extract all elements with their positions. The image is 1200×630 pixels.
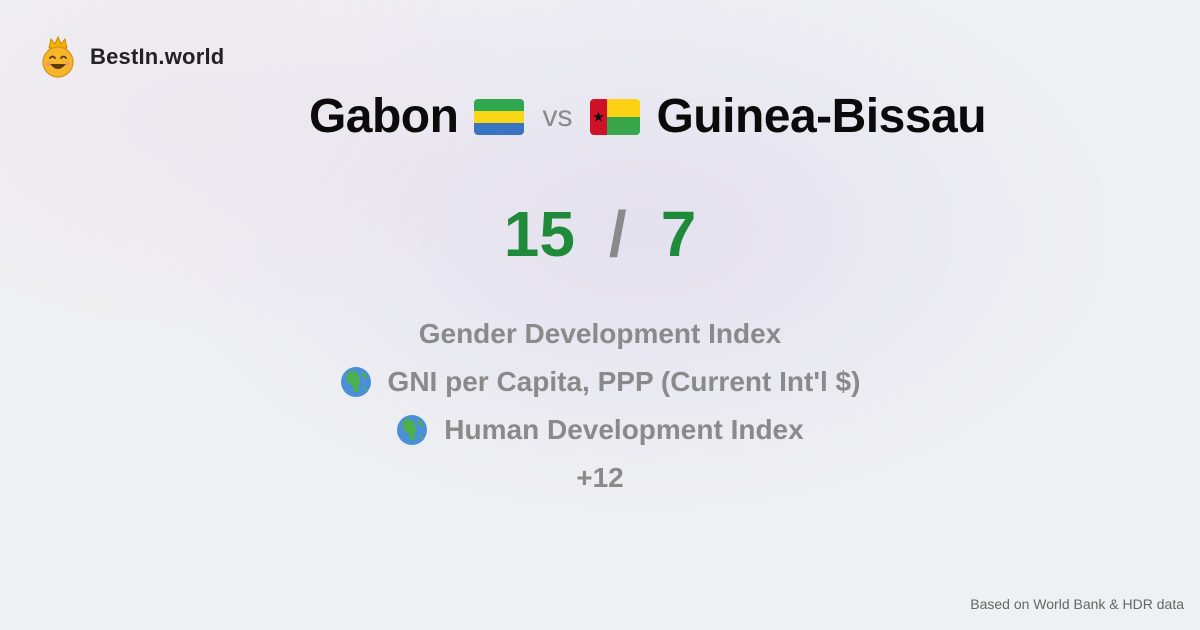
score-row: 15 / 7 [0,196,1200,272]
right-score: 7 [660,198,697,270]
metric-label: Human Development Index [444,414,804,445]
vs-label: vs [542,100,573,133]
gabon-flag-icon [474,99,525,135]
right-country-name[interactable]: Guinea-Bissau [656,90,987,143]
more-metrics-count[interactable]: +12 [576,462,624,493]
brand-name: BestIn.world [90,44,225,69]
brand[interactable]: BestIn.world [40,36,224,78]
metric-label: Gender Development Index [418,318,782,349]
data-source-note: Based on World Bank & HDR data [970,596,1184,612]
globe-africa-icon [340,367,371,397]
metric-item[interactable]: Human Development Index [0,412,1200,448]
guinea-bissau-flag-icon [590,99,641,135]
metric-label: GNI per Capita, PPP (Current Int'l $) [387,366,861,397]
globe-africa-icon [397,415,428,445]
crowned-smiley-icon [42,36,74,78]
left-score: 15 [503,198,575,270]
metric-item[interactable]: Gender Development Index [0,316,1200,352]
left-country-name[interactable]: Gabon [308,90,459,143]
comparison-title: Gabon vs Guinea-Bissau [0,88,1200,146]
score-separator: / [608,198,627,270]
metric-item[interactable]: GNI per Capita, PPP (Current Int'l $) [0,364,1200,400]
